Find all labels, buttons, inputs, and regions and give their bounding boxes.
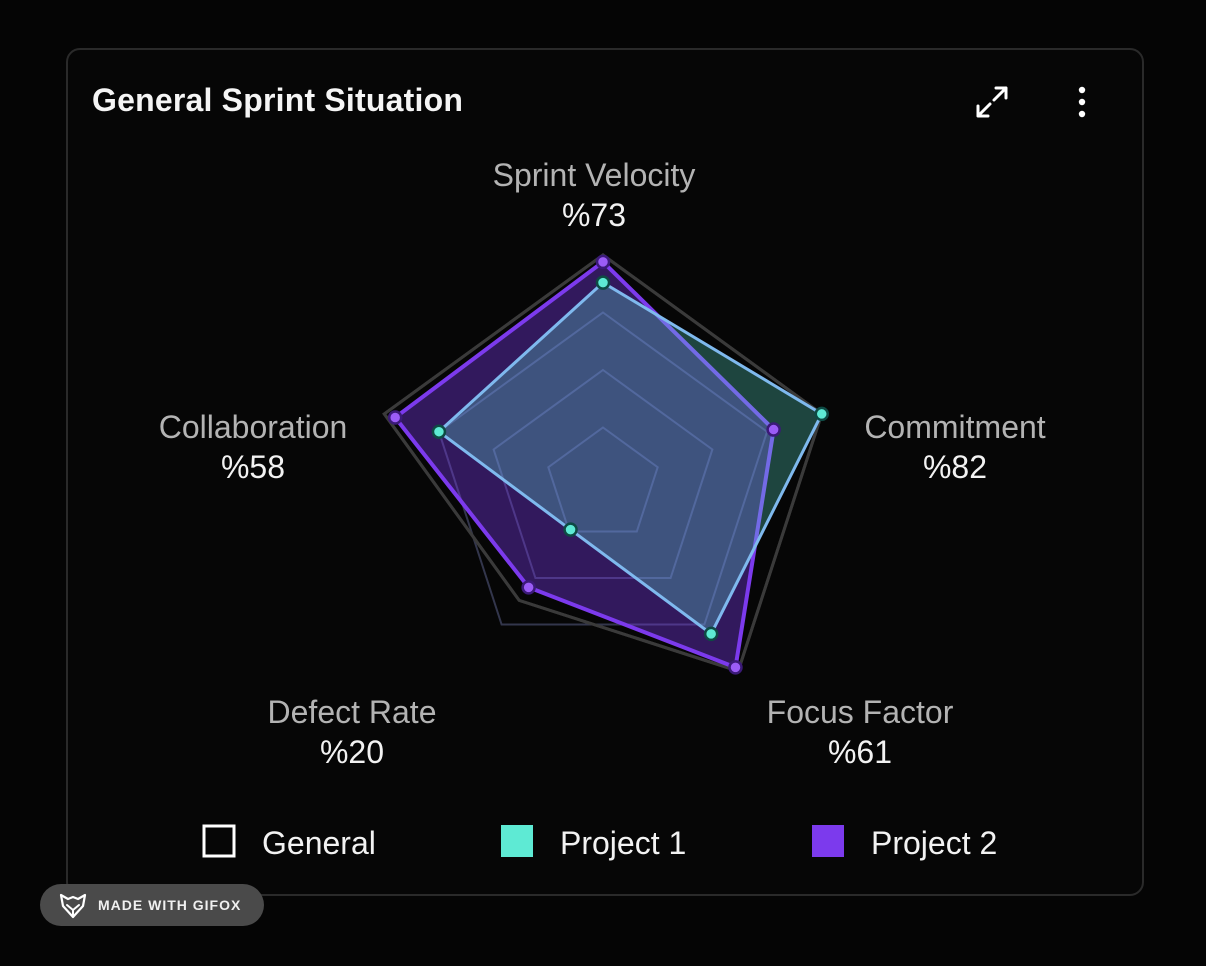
data-point-project-1-sprint-velocity[interactable] (595, 275, 611, 290)
axis-label-collaboration: Collaboration (159, 409, 348, 445)
expand-button[interactable] (972, 82, 1012, 122)
legend-label-project-1: Project 1 (560, 825, 686, 861)
gifox-watermark-badge: MADE WITH GIFOX (40, 884, 264, 926)
fox-logo-icon (59, 893, 87, 919)
axis-value-collaboration: %58 (221, 449, 285, 485)
radar-series (382, 253, 829, 675)
axis-label-commitment: Commitment (864, 409, 1045, 445)
data-point-project-2-focus-factor[interactable] (728, 660, 743, 675)
data-point-project-2-defect-rate[interactable] (521, 580, 536, 595)
legend-item-project-1[interactable]: Project 1 (501, 825, 686, 861)
legend-swatch-project-1 (501, 825, 533, 857)
expand-icon (976, 86, 1008, 118)
grid-ring-75 (437, 311, 769, 626)
legend-item-general[interactable]: General (202, 824, 376, 861)
card-title: General Sprint Situation (92, 82, 464, 118)
legend-swatch-project-2 (812, 825, 844, 857)
data-point-project-2-sprint-velocity[interactable] (595, 254, 611, 270)
axis-value-sprint-velocity: %73 (562, 197, 626, 233)
axis-value-defect-rate: %20 (320, 734, 384, 770)
chart-card: General Sprint Situation (66, 48, 1144, 896)
series-area-general (382, 253, 824, 673)
data-point-project-1-defect-rate[interactable] (563, 522, 578, 537)
grid-ring-50 (492, 368, 714, 580)
axis-labels: Sprint Velocity %73 Commitment %82 Focus… (159, 157, 1046, 770)
series-area-project-2 (392, 259, 776, 671)
axis-value-focus-factor: %61 (828, 734, 892, 770)
legend-swatch-general (202, 824, 236, 858)
axis-label-focus-factor: Focus Factor (767, 694, 954, 730)
data-point-project-1-commitment[interactable] (814, 406, 829, 422)
legend-item-project-2[interactable]: Project 2 (812, 825, 997, 861)
radar-grid (437, 311, 769, 626)
data-point-project-2-commitment[interactable] (766, 422, 781, 437)
more-vertical-icon (1078, 86, 1086, 118)
axis-value-commitment: %82 (923, 449, 987, 485)
data-point-project-2-collaboration[interactable] (387, 410, 403, 425)
axis-label-sprint-velocity: Sprint Velocity (493, 157, 696, 193)
series-area-project-1 (436, 280, 824, 637)
legend-label-general: General (262, 825, 376, 861)
gifox-badge-label: MADE WITH GIFOX (98, 897, 242, 913)
data-point-project-1-collaboration[interactable] (431, 424, 447, 439)
grid-ring-25 (547, 426, 659, 533)
chart-legend: General Project 1 Project 2 (202, 824, 997, 861)
data-point-project-1-focus-factor[interactable] (703, 626, 719, 642)
legend-label-project-2: Project 2 (871, 825, 997, 861)
axis-label-defect-rate: Defect Rate (268, 694, 437, 730)
more-options-button[interactable] (1066, 82, 1098, 122)
